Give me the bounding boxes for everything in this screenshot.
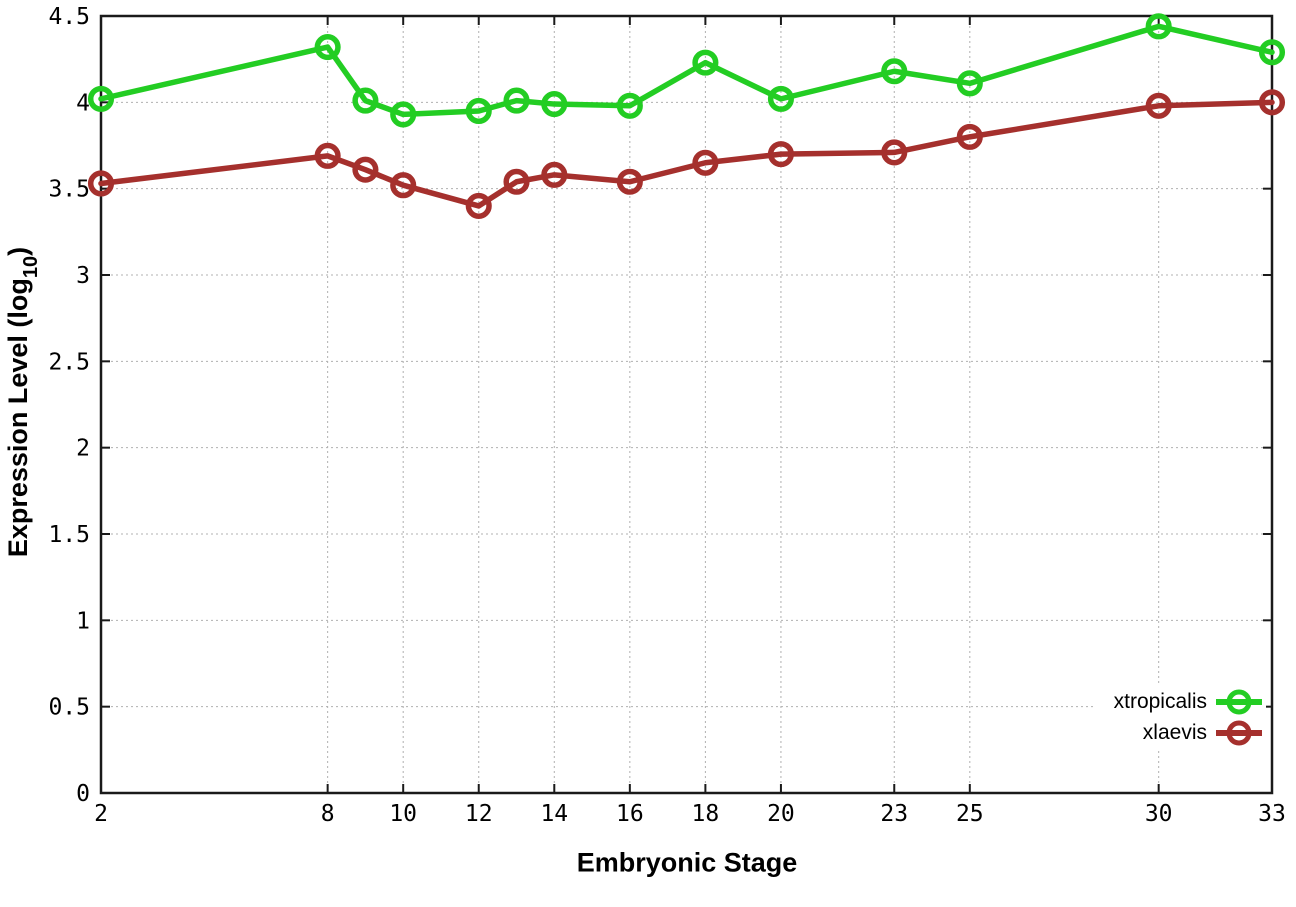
xlaevis-data-point-marker	[956, 123, 983, 150]
y-tick-label: 4	[76, 90, 90, 116]
xtropicalis-data-point-marker	[881, 58, 908, 85]
x-tick-label: 14	[540, 801, 568, 827]
y-tick-label: 1	[76, 608, 90, 634]
y-tick-label: 3.5	[48, 177, 90, 203]
x-tick-label: 20	[767, 801, 795, 827]
plot-border	[99, 14, 1274, 795]
xtropicalis-data-point-marker	[87, 85, 115, 112]
xlaevis-data-point-marker	[767, 141, 794, 168]
xlaevis-data-point-marker	[314, 142, 341, 169]
y-tick-label: 0	[76, 781, 90, 807]
series-points-xlaevis	[87, 89, 1286, 219]
x-tick-label: 23	[880, 801, 908, 827]
xlaevis-data-point-marker	[465, 192, 492, 219]
xtropicalis-data-point-marker	[1258, 39, 1286, 66]
xtropicalis-data-point-marker	[390, 101, 417, 128]
x-tick-label: 16	[616, 801, 644, 827]
y-axis-title-suffix: )	[2, 246, 33, 256]
y-axis-title-text: Expression Level (log	[2, 278, 33, 558]
y-tick-label: 2	[76, 436, 90, 462]
legend-item-xtropicalis: xtropicalis	[1114, 686, 1262, 717]
series-line-xlaevis	[98, 99, 1275, 209]
legend-item-xlaevis: xlaevis	[1114, 717, 1262, 748]
xlaevis-legend-marker-icon	[1216, 719, 1262, 747]
y-tick-labels: 0 0.5 1 1.5 2 2.5 3 3.5 4 4.5	[48, 4, 90, 807]
axis-ticks	[100, 15, 1273, 794]
legend-label-xtropicalis: xtropicalis	[1113, 689, 1207, 713]
xtropicalis-data-point-marker	[465, 97, 492, 125]
legend-label-xlaevis: xlaevis	[1142, 720, 1207, 744]
xtropicalis-legend-marker-icon	[1216, 688, 1262, 716]
xtropicalis-data-point-marker	[692, 49, 719, 76]
x-tick-label: 33	[1258, 801, 1286, 827]
x-axis-title: Embryonic Stage	[576, 847, 798, 878]
x-tick-label: 10	[389, 801, 417, 827]
xtropicalis-data-point-marker	[956, 70, 983, 97]
legend: xtropicalis xlaevis	[1095, 684, 1266, 750]
x-tick-label: 8	[321, 801, 335, 827]
series-line-xtropicalis	[98, 23, 1275, 118]
x-tick-label: 25	[956, 801, 984, 827]
y-tick-label: 0.5	[48, 695, 90, 721]
xlaevis-data-point-marker	[390, 172, 417, 199]
x-tick-label: 2	[94, 801, 108, 827]
xtropicalis-data-point-marker	[503, 87, 530, 114]
y-tick-label: 1.5	[48, 522, 90, 548]
series-points-xtropicalis	[87, 13, 1286, 128]
xlaevis-data-point-marker	[881, 139, 908, 166]
xtropicalis-data-point-marker	[767, 85, 794, 112]
x-tick-label: 18	[692, 801, 720, 827]
xlaevis-data-point-marker	[616, 168, 643, 195]
xtropicalis-data-point-marker	[541, 91, 568, 118]
y-tick-label: 4.5	[48, 4, 90, 30]
y-axis-title: Expression Level (log10)	[2, 246, 43, 558]
xlaevis-data-point-marker	[1258, 89, 1286, 116]
xlaevis-data-point-marker	[503, 168, 530, 195]
xtropicalis-data-point-marker	[1145, 13, 1172, 40]
xlaevis-data-point-marker	[541, 161, 568, 188]
xlaevis-data-point-marker	[1145, 92, 1172, 119]
y-tick-label: 2.5	[48, 349, 90, 375]
x-tick-label: 12	[465, 801, 493, 827]
grid-lines	[100, 15, 1273, 794]
x-tick-labels: 2 8 10 12 14 16 18 20 23 25 30 33	[94, 801, 1286, 827]
xtropicalis-data-point-marker	[314, 34, 341, 61]
y-axis-title-subscript: 10	[20, 255, 43, 279]
xlaevis-data-point-marker	[87, 170, 115, 197]
x-tick-label: 30	[1145, 801, 1173, 827]
xtropicalis-data-point-marker	[352, 87, 379, 114]
xlaevis-data-point-marker	[352, 156, 379, 183]
xtropicalis-data-point-marker	[616, 92, 643, 119]
y-tick-label: 3	[76, 263, 90, 289]
xlaevis-data-point-marker	[692, 149, 719, 176]
